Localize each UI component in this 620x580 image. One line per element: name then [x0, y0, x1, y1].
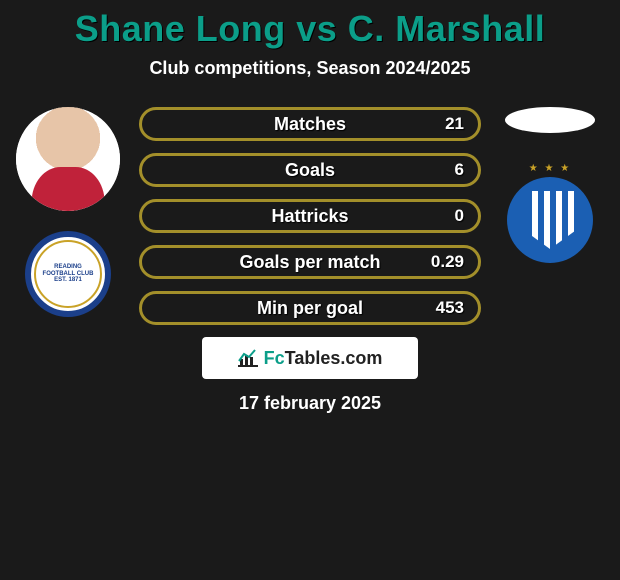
stat-value-right: 0	[455, 206, 464, 226]
footer-brand: FcTables.com	[202, 337, 418, 379]
stat-label: Min per goal	[257, 298, 363, 319]
right-player-photo-blank	[505, 107, 595, 133]
stat-row: Hattricks 0	[139, 199, 481, 233]
comparison-panel: READINGFOOTBALL CLUBEST. 1871 Matches 21…	[0, 107, 620, 325]
stat-label: Goals per match	[239, 252, 380, 273]
brand-suffix: Tables.com	[285, 348, 383, 368]
stats-table: Matches 21 Goals 6 Hattricks 0 Goals per…	[139, 107, 481, 325]
stat-value-right: 0.29	[431, 252, 464, 272]
player-face-placeholder	[16, 107, 120, 211]
footer-date: 17 february 2025	[0, 393, 620, 414]
reading-badge-text: READINGFOOTBALL CLUBEST. 1871	[43, 264, 94, 284]
stat-label: Hattricks	[271, 206, 348, 227]
stat-row: Goals 6	[139, 153, 481, 187]
stat-label: Goals	[285, 160, 335, 181]
stat-row: Min per goal 453	[139, 291, 481, 325]
stat-label: Matches	[274, 114, 346, 135]
stat-value-right: 453	[436, 298, 464, 318]
stat-row: Goals per match 0.29	[139, 245, 481, 279]
stat-value-right: 21	[445, 114, 464, 134]
stat-value-right: 6	[455, 160, 464, 180]
stat-row: Matches 21	[139, 107, 481, 141]
left-player-column: READINGFOOTBALL CLUBEST. 1871	[8, 107, 128, 317]
left-club-badge: READINGFOOTBALL CLUBEST. 1871	[25, 231, 111, 317]
left-player-photo	[16, 107, 120, 211]
huddersfield-stripes	[526, 191, 574, 249]
right-player-column	[490, 107, 610, 263]
brand-prefix: Fc	[264, 348, 285, 368]
right-club-badge	[507, 177, 593, 263]
footer-brand-text: FcTables.com	[264, 348, 383, 369]
chart-icon	[238, 349, 258, 367]
page-title: Shane Long vs C. Marshall	[0, 0, 620, 50]
subtitle: Club competitions, Season 2024/2025	[0, 58, 620, 79]
